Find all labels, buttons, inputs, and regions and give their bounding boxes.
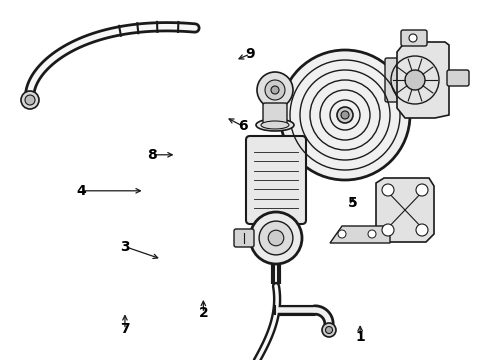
FancyBboxPatch shape xyxy=(234,229,254,247)
FancyBboxPatch shape xyxy=(447,70,469,86)
Circle shape xyxy=(325,327,333,333)
Text: 9: 9 xyxy=(245,47,255,61)
Circle shape xyxy=(416,224,428,236)
Text: 2: 2 xyxy=(198,306,208,320)
Circle shape xyxy=(280,50,410,180)
FancyBboxPatch shape xyxy=(401,30,427,46)
Text: 4: 4 xyxy=(76,184,86,198)
Circle shape xyxy=(341,111,349,119)
Text: 5: 5 xyxy=(348,197,358,210)
Ellipse shape xyxy=(256,119,294,131)
Circle shape xyxy=(268,230,284,246)
Circle shape xyxy=(382,184,394,196)
Text: 7: 7 xyxy=(120,323,130,336)
Polygon shape xyxy=(376,178,434,242)
Ellipse shape xyxy=(261,121,289,129)
Circle shape xyxy=(250,212,302,264)
Text: 3: 3 xyxy=(120,240,130,253)
Polygon shape xyxy=(330,226,390,243)
Polygon shape xyxy=(397,42,449,118)
Text: 1: 1 xyxy=(355,330,365,343)
Circle shape xyxy=(382,224,394,236)
Circle shape xyxy=(257,72,293,108)
Circle shape xyxy=(416,184,428,196)
Circle shape xyxy=(368,230,376,238)
Circle shape xyxy=(337,107,353,123)
Text: 6: 6 xyxy=(238,119,247,133)
Circle shape xyxy=(322,323,336,337)
Circle shape xyxy=(21,91,39,109)
Circle shape xyxy=(259,221,293,255)
Circle shape xyxy=(265,80,285,100)
Circle shape xyxy=(409,34,417,42)
Circle shape xyxy=(405,70,425,90)
FancyBboxPatch shape xyxy=(385,58,401,102)
Circle shape xyxy=(271,86,279,94)
FancyBboxPatch shape xyxy=(246,136,306,224)
Circle shape xyxy=(338,230,346,238)
FancyBboxPatch shape xyxy=(263,103,287,125)
Text: 8: 8 xyxy=(147,148,157,162)
Circle shape xyxy=(25,95,35,105)
